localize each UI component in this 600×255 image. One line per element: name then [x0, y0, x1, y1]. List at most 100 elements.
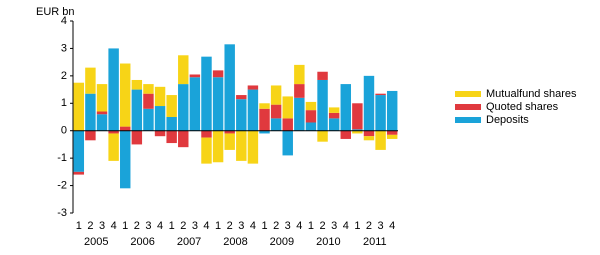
bar-segment	[386, 134, 398, 139]
bar-segment	[236, 95, 247, 100]
x-tick-label: 1	[169, 220, 175, 232]
bar-segment	[375, 130, 386, 150]
y-tick-label: 1	[61, 97, 67, 109]
bar-segment	[96, 84, 108, 112]
bar-segment	[131, 130, 143, 145]
bar-segment	[73, 171, 85, 175]
year-label: 2007	[177, 236, 201, 248]
bar-segment	[282, 130, 293, 156]
bar-segment	[282, 118, 293, 131]
bar-segment	[178, 55, 189, 85]
bar-segment	[328, 107, 340, 113]
bar-segment	[247, 130, 259, 164]
bar-segment	[96, 111, 108, 115]
bar-segment	[259, 103, 270, 109]
bar-segment	[224, 130, 235, 134]
bar-segment	[212, 77, 224, 131]
bar-segment	[328, 112, 340, 119]
bar-segment	[212, 70, 224, 78]
x-tick-label: 4	[203, 220, 209, 232]
legend-label: Deposits	[486, 114, 529, 126]
bar-segment	[375, 93, 386, 96]
year-label: 2009	[270, 236, 294, 248]
year-label: 2011	[363, 236, 387, 248]
x-tick-label: 2	[180, 220, 186, 232]
x-tick-label: 3	[99, 220, 105, 232]
bar-segment	[96, 114, 108, 131]
y-tick-label: 0	[61, 125, 67, 137]
bar-segment	[305, 110, 317, 123]
bar-segment	[363, 130, 375, 137]
bar-segment	[270, 104, 282, 119]
legend-label: Mutualfund shares	[486, 88, 577, 100]
x-tick-label: 4	[157, 220, 163, 232]
x-tick-label: 3	[145, 220, 151, 232]
x-tick-label: 4	[343, 220, 349, 232]
bar-segment	[224, 44, 235, 131]
bar-segment	[340, 84, 351, 131]
legend-swatch	[455, 104, 481, 110]
year-label: 2005	[84, 236, 108, 248]
bar-segment	[352, 130, 363, 134]
bar-segment	[294, 64, 305, 85]
y-tick-label: -3	[57, 207, 67, 219]
bar-segment	[85, 130, 96, 141]
bar-segment	[166, 95, 177, 117]
bar-segment	[386, 90, 398, 131]
y-axis-label: EUR bn	[36, 6, 75, 18]
x-tick-label: 3	[238, 220, 244, 232]
bar-segment	[166, 130, 177, 144]
x-tick-label: 2	[87, 220, 93, 232]
bar-segment	[201, 137, 212, 164]
bar-segment	[294, 84, 305, 98]
bar-segment	[85, 67, 96, 94]
bar-segment	[236, 130, 247, 161]
x-tick-label: 1	[308, 220, 314, 232]
y-tick-label: 4	[61, 15, 67, 27]
x-tick-label: 3	[192, 220, 198, 232]
bar-segment	[73, 82, 85, 131]
bar-segment	[85, 93, 96, 131]
x-tick-label: 2	[134, 220, 140, 232]
bar-segment	[270, 85, 282, 105]
legend-swatch	[455, 91, 481, 97]
bar-segment	[386, 130, 398, 135]
x-tick-label: 1	[122, 220, 128, 232]
x-tick-label: 4	[250, 220, 256, 232]
bar-segment	[73, 130, 85, 172]
x-tick-label: 3	[378, 220, 384, 232]
bar-segment	[178, 84, 189, 131]
bar-segment	[131, 89, 143, 131]
bar-segment	[305, 101, 317, 111]
y-tick-label: -1	[57, 152, 67, 164]
bar-segment	[178, 130, 189, 148]
bar-segment	[270, 118, 282, 131]
bar-segment	[212, 130, 224, 163]
bar-segment	[154, 86, 166, 107]
bar-segment	[201, 130, 212, 138]
bar-segment	[166, 117, 177, 131]
y-tick-label: -2	[57, 179, 67, 191]
x-tick-label: 3	[331, 220, 337, 232]
x-tick-label: 2	[319, 220, 325, 232]
bar-segment	[305, 122, 317, 131]
bar-segment	[120, 63, 131, 127]
bar-segment	[282, 96, 293, 119]
x-tick-label: 2	[366, 220, 372, 232]
year-label: 2006	[130, 236, 154, 248]
bar-segment	[236, 99, 247, 131]
bar-segment	[189, 74, 201, 78]
bar-segment	[154, 130, 166, 137]
bar-segment	[120, 130, 131, 189]
x-tick-label: 1	[354, 220, 360, 232]
bar-segment	[154, 106, 166, 131]
bar-segment	[131, 79, 143, 90]
bar-segment	[143, 108, 154, 131]
y-tick-label: 3	[61, 42, 67, 54]
y-tick-label: 2	[61, 70, 67, 82]
bar-segment	[247, 85, 259, 90]
bar-segment	[189, 77, 201, 131]
bar-segment	[224, 133, 235, 150]
bar-segment	[340, 130, 351, 139]
